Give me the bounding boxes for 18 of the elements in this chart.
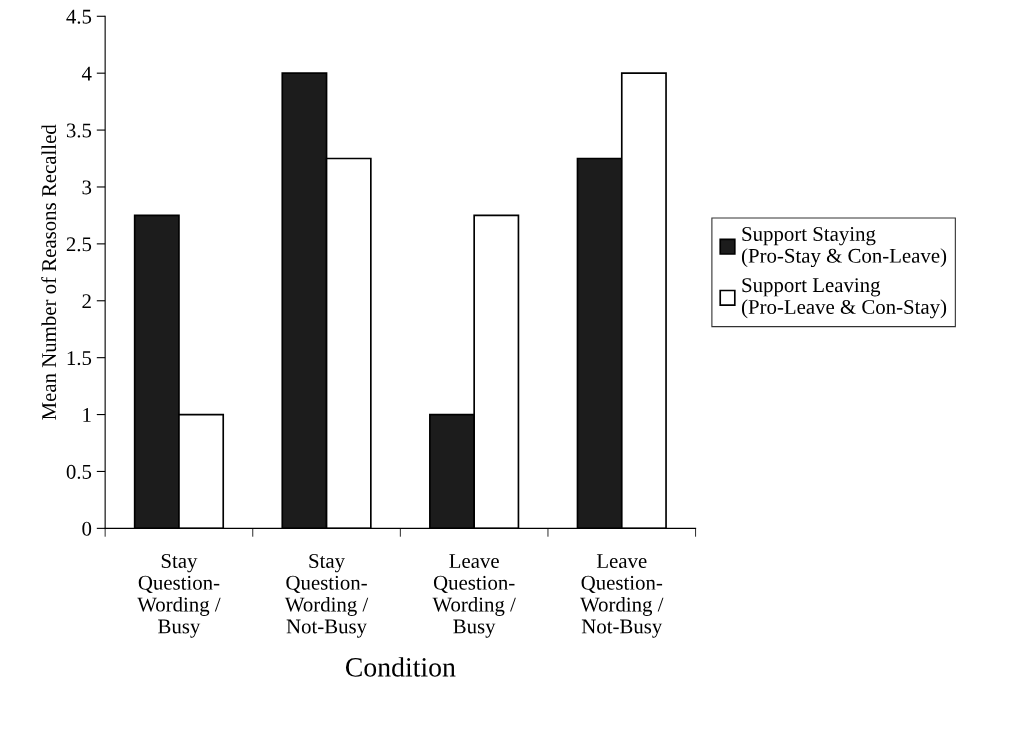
y-tick-label: 2 [82,294,91,308]
x-tick-label: Stay Question- Wording / Busy [137,553,221,638]
y-tick-label: 0 [82,521,92,536]
y-tick-label: 0.5 [66,464,92,479]
y-tick-label: 4 [81,66,92,81]
y-tick-label: 3 [82,180,92,195]
x-tick-label: Stay Question- Wording / Not-Busy [284,553,369,638]
y-axis-title: Mean Number of Reasons Recalled [41,124,57,420]
x-tick-label: Leave Question- Wording / Busy [432,554,516,638]
x-tick-label: Leave Question- Wording / Not-Busy [580,554,664,638]
y-tick-label: 3.5 [66,123,92,138]
x-axis-title: Condition [345,657,456,677]
y-tick-label: 4.5 [66,9,92,24]
y-tick-label: 1.5 [67,351,92,366]
y-tick-label: 1 [83,408,91,422]
legend-label: Support Staying (Pro-Stay & Con-Leave) [741,226,947,268]
legend-label: Support Leaving (Pro-Leave & Con-Stay) [741,278,947,319]
y-tick-label: 2.5 [66,237,92,252]
